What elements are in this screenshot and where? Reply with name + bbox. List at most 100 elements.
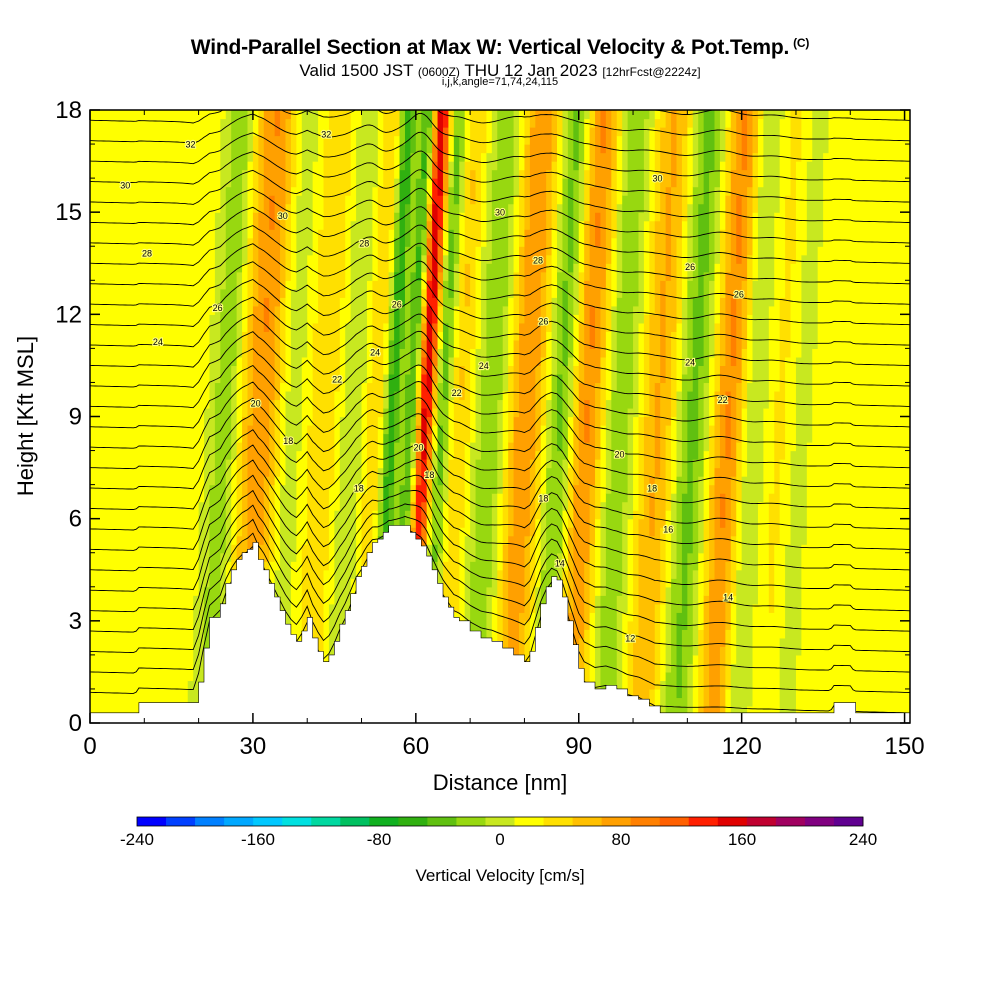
w-cell: [616, 203, 623, 298]
w-cell: [214, 382, 221, 647]
w-cell: [855, 110, 862, 723]
w-cell: [274, 476, 281, 571]
w-cell: [665, 510, 672, 588]
w-cell: [551, 161, 558, 230]
w-cell: [459, 399, 466, 528]
w-cell: [323, 110, 330, 137]
w-cell: [486, 152, 493, 264]
w-cell: [236, 442, 243, 537]
w-cell: [785, 195, 792, 358]
w-cell: [345, 322, 352, 682]
w-cell: [649, 535, 656, 690]
w-cell: [698, 203, 705, 367]
y-tick-label: 9: [69, 404, 82, 431]
w-cell: [432, 110, 439, 128]
w-cell: [671, 493, 678, 579]
w-cell: [703, 271, 710, 384]
w-cell: [432, 178, 439, 205]
w-cell: [687, 663, 694, 723]
contour-label: 26: [538, 317, 548, 327]
w-cell: [665, 186, 672, 281]
w-cell: [323, 135, 330, 571]
w-cell: [432, 407, 439, 426]
contour-label: 30: [278, 211, 288, 221]
w-cell: [600, 152, 607, 290]
w-cell: [757, 118, 764, 188]
w-cell: [166, 110, 173, 723]
w-cell: [442, 254, 450, 281]
w-cell: [426, 390, 433, 418]
colorbar-swatch: [195, 817, 225, 826]
w-cell: [703, 595, 710, 707]
w-cell: [725, 110, 732, 128]
contour-label: 22: [718, 395, 728, 405]
w-cell: [421, 501, 428, 528]
w-cell: [730, 365, 737, 477]
contour-label: 18: [647, 484, 657, 494]
w-cell: [442, 152, 450, 171]
w-cell: [502, 305, 509, 392]
section-indices-text: i,j,k,angle=71,74,24,115: [441, 76, 559, 88]
w-cell: [404, 373, 411, 511]
w-cell: [600, 425, 607, 503]
isentrope-line: [90, 260, 910, 326]
w-cell: [595, 110, 602, 213]
isentrope-line: [90, 489, 910, 612]
x-tick-label: 30: [240, 733, 267, 760]
w-cell: [692, 569, 699, 656]
w-cell: [432, 425, 439, 452]
w-cell: [480, 246, 488, 367]
w-cell: [448, 110, 455, 137]
w-cell: [660, 280, 667, 384]
w-cell: [752, 152, 759, 213]
contour-label: 26: [685, 262, 695, 272]
w-cell: [562, 365, 569, 460]
w-cell: [502, 110, 509, 307]
w-cell: [404, 203, 411, 247]
w-cell: [681, 110, 688, 137]
w-cell: [312, 322, 319, 723]
w-cell: [519, 169, 526, 247]
w-cell: [681, 629, 688, 723]
w-cell: [730, 476, 737, 537]
w-cell: [421, 356, 428, 375]
w-cell: [649, 476, 656, 537]
w-cell: [345, 110, 352, 196]
w-cell: [372, 110, 379, 188]
w-cell: [573, 110, 580, 171]
contour-label: 26: [734, 289, 744, 299]
w-cell: [877, 110, 884, 723]
w-cell: [616, 135, 623, 205]
w-cell: [394, 110, 401, 137]
w-cell: [665, 110, 672, 188]
w-cell: [633, 305, 640, 418]
w-cell: [714, 390, 721, 469]
w-cell: [280, 297, 287, 384]
w-cell: [633, 637, 640, 723]
w-cell: [757, 501, 764, 723]
colorbar-swatch: [456, 817, 486, 826]
w-cell: [871, 110, 879, 723]
w-cell: [263, 331, 270, 477]
w-cell: [643, 118, 650, 222]
w-cell: [573, 484, 580, 707]
w-cell: [741, 348, 748, 409]
w-cell: [687, 110, 694, 128]
w-cell: [638, 416, 645, 520]
w-cell: [328, 484, 335, 605]
w-cell: [399, 169, 406, 307]
w-cell: [861, 110, 868, 723]
w-cell: [768, 110, 775, 307]
w-cell: [285, 203, 292, 281]
w-cell: [589, 127, 596, 188]
w-cell: [736, 442, 743, 503]
w-cell: [280, 212, 287, 298]
w-cell: [747, 314, 754, 384]
w-cell: [160, 110, 167, 723]
w-cell: [421, 322, 428, 341]
w-cell: [242, 110, 249, 171]
w-cell: [410, 467, 417, 486]
colorbar-swatch: [775, 817, 806, 826]
w-cell: [296, 195, 303, 452]
isentrope-line: [90, 110, 910, 142]
